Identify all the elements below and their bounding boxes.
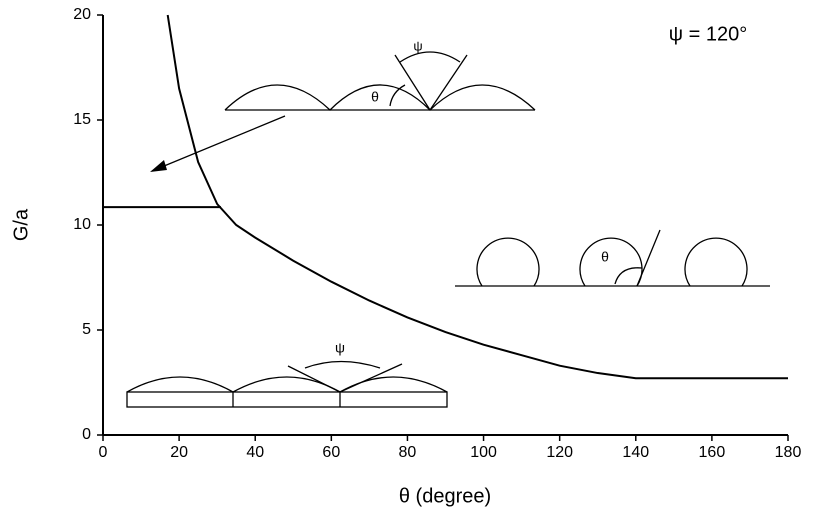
y-tick-label: 10 <box>73 216 91 233</box>
annotation: θ <box>601 249 609 265</box>
y-tick-label: 20 <box>73 6 91 23</box>
annotation: ψ = 120° <box>669 23 747 45</box>
x-tick-label: 180 <box>775 444 802 461</box>
x-tick-label: 140 <box>622 444 649 461</box>
y-tick-label: 15 <box>73 111 91 128</box>
x-tick-label: 0 <box>99 444 108 461</box>
y-tick-label: 0 <box>82 426 91 443</box>
inset-top <box>150 51 536 172</box>
x-tick-label: 120 <box>546 444 573 461</box>
y-tick-label: 5 <box>82 321 91 338</box>
x-tick-label: 80 <box>399 444 417 461</box>
inset-right <box>455 229 770 287</box>
y-axis-label: G/a <box>10 208 32 241</box>
x-tick-label: 160 <box>699 444 726 461</box>
annotation: ψ <box>413 38 422 53</box>
line-series <box>166 14 788 380</box>
x-tick-label: 60 <box>322 444 340 461</box>
annotation: ψ <box>335 340 345 356</box>
annotation: θ <box>371 89 379 105</box>
x-tick-label: 40 <box>246 444 264 461</box>
inset-bottom <box>126 360 448 408</box>
x-axis-label: θ (degree) <box>399 485 491 507</box>
x-tick-label: 20 <box>170 444 188 461</box>
x-tick-label: 100 <box>470 444 497 461</box>
